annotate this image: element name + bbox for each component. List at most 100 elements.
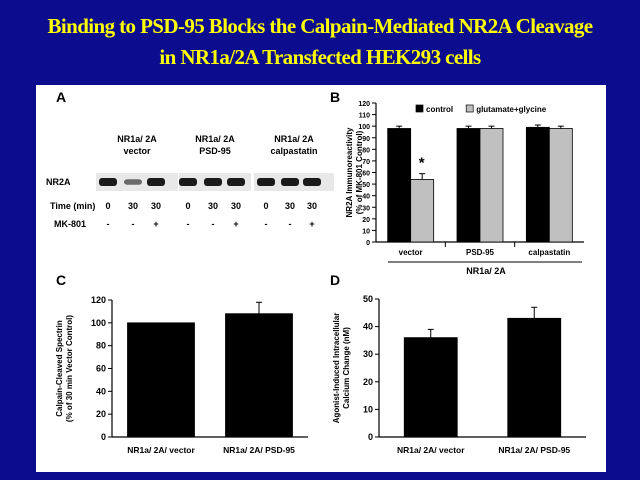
- bar: [225, 313, 293, 438]
- time-value: 30: [307, 201, 317, 211]
- y-tick-label: 80: [96, 341, 106, 351]
- significance-star: *: [419, 155, 425, 172]
- blot-band: [124, 179, 142, 185]
- blot-band: [99, 178, 117, 186]
- x-category-label: NR1a/ 2A/ PSD-95: [498, 445, 570, 455]
- mk801-value: -: [107, 219, 110, 229]
- y-tick-label: 100: [91, 318, 106, 328]
- blot-group-label-line1: NR1a/ 2A: [117, 134, 157, 144]
- y-tick-label: 0: [368, 432, 373, 442]
- x-category-label: NR1a/ 2A/ PSD-95: [223, 445, 295, 455]
- bar: [403, 337, 458, 438]
- legend-swatch: [415, 104, 424, 113]
- blot-group-label-line1: NR1a/ 2A: [274, 134, 314, 144]
- mk801-value: +: [233, 219, 238, 229]
- panel-c-letter: C: [56, 272, 66, 288]
- y-tick-label: 0: [101, 432, 106, 442]
- blot-band: [179, 178, 197, 186]
- mk801-value: +: [309, 219, 314, 229]
- y-tick-label: 10: [362, 228, 370, 235]
- y-tick-label: 40: [362, 194, 370, 201]
- x-category-label: calpastatin: [528, 248, 570, 257]
- time-value: 30: [128, 201, 138, 211]
- y-tick-label: 50: [362, 182, 370, 189]
- y-tick-label: 20: [363, 377, 373, 387]
- blot-band: [147, 178, 165, 186]
- y-tick-label: 50: [363, 294, 373, 304]
- y-tick-label: 100: [358, 124, 370, 131]
- y-axis-label-line2: (% of 30 min Vector Control): [65, 315, 74, 422]
- y-axis-label-line2: Calcium Change (nM): [342, 327, 351, 409]
- time-value: 30: [231, 201, 241, 211]
- y-axis-label-line1: NR2A Immunoreactivity: [345, 127, 354, 218]
- x-category-label: vector: [399, 248, 423, 257]
- time-value: 0: [263, 201, 268, 211]
- blot-group-label-line2: PSD-95: [199, 146, 231, 156]
- bar: [127, 322, 195, 438]
- panel-a-letter: A: [56, 89, 66, 105]
- bar: [525, 126, 550, 243]
- blot-band: [257, 178, 275, 186]
- panel-b-letter: B: [330, 89, 340, 105]
- y-tick-label: 20: [362, 217, 370, 224]
- blot-group-label-line1: NR1a/ 2A: [195, 134, 235, 144]
- legend-label: control: [426, 105, 453, 114]
- time-value: 0: [105, 201, 110, 211]
- figure-panel: A NR1a/ 2A vector NR1a/ 2A PSD-95 NR1a/ 2A ca…: [36, 85, 606, 472]
- bar: [548, 128, 573, 243]
- mk801-value: -: [265, 219, 268, 229]
- bar: [507, 317, 562, 438]
- y-tick-label: 30: [362, 205, 370, 212]
- mk801-value: +: [153, 219, 158, 229]
- legend-label: glutamate+glycine: [476, 105, 547, 114]
- slide-title-line2: in NR1a/2A Transfected HEK293 cells: [159, 45, 481, 69]
- y-tick-label: 60: [362, 171, 370, 178]
- y-tick-label: 70: [362, 159, 370, 166]
- y-tick-label: 90: [362, 136, 370, 143]
- bar: [456, 128, 481, 243]
- blot-band: [303, 178, 321, 186]
- bar: [410, 179, 435, 243]
- y-tick-label: 40: [363, 322, 373, 332]
- chart-d: 0 10 20 30 40 50 Agonist-Induced Intracellular…: [332, 294, 586, 455]
- y-tick-label: 10: [363, 404, 373, 414]
- x-category-label: NR1a/ 2A/ vector: [127, 445, 195, 455]
- time-value: 0: [185, 201, 190, 211]
- bar: [387, 128, 412, 243]
- y-axis-label-line1: Calpain-Cleaved Spectrin: [55, 320, 64, 417]
- y-tick-label: 0: [366, 240, 370, 247]
- x-category-label: PSD-95: [466, 248, 495, 257]
- y-tick-label: 120: [358, 101, 370, 108]
- slide-title-line1: Binding to PSD-95 Blocks the Calpain-Med…: [47, 14, 593, 38]
- x-category-label: NR1a/ 2A/ vector: [397, 445, 465, 455]
- legend-swatch: [465, 104, 474, 113]
- chart-c: 0 20 40 60 80 100 120 Calpain-Cleaved Spectrin(…: [55, 295, 308, 455]
- y-tick-label: 20: [96, 409, 106, 419]
- y-tick-label: 30: [363, 349, 373, 359]
- blot-band: [227, 178, 245, 186]
- y-tick-label: 80: [362, 147, 370, 154]
- blot-group-label-line2: vector: [123, 146, 151, 156]
- figure-svg: A NR1a/ 2A vector NR1a/ 2A PSD-95 NR1a/ 2A ca…: [46, 89, 586, 455]
- y-axis-label-line2: (% of MK-801 Control): [355, 130, 364, 214]
- time-value: 30: [151, 201, 161, 211]
- y-tick-label: 120: [91, 295, 106, 305]
- bar: [479, 128, 504, 243]
- blot-band: [204, 178, 222, 186]
- blot-band: [281, 178, 299, 186]
- panel-d-letter: D: [330, 272, 340, 288]
- blot-group-label-line2: calpastatin: [270, 146, 317, 156]
- time-value: 30: [285, 201, 295, 211]
- y-axis-label-line1: Agonist-Induced Intracellular: [332, 313, 341, 424]
- nr2a-band-label: NR2A: [46, 177, 71, 187]
- mk801-value: -: [132, 219, 135, 229]
- mk801-value: -: [212, 219, 215, 229]
- chart-b: 0 10 20 30 40 50 60 70 80 90 100 110 120 NR2A Immunor…: [345, 101, 584, 276]
- y-tick-label: 40: [96, 386, 106, 396]
- mk801-value: -: [187, 219, 190, 229]
- time-value: 30: [208, 201, 218, 211]
- y-tick-label: 110: [359, 113, 370, 120]
- time-row-label: Time (min): [50, 201, 95, 211]
- y-tick-label: 60: [96, 364, 106, 374]
- mk801-value: -: [289, 219, 292, 229]
